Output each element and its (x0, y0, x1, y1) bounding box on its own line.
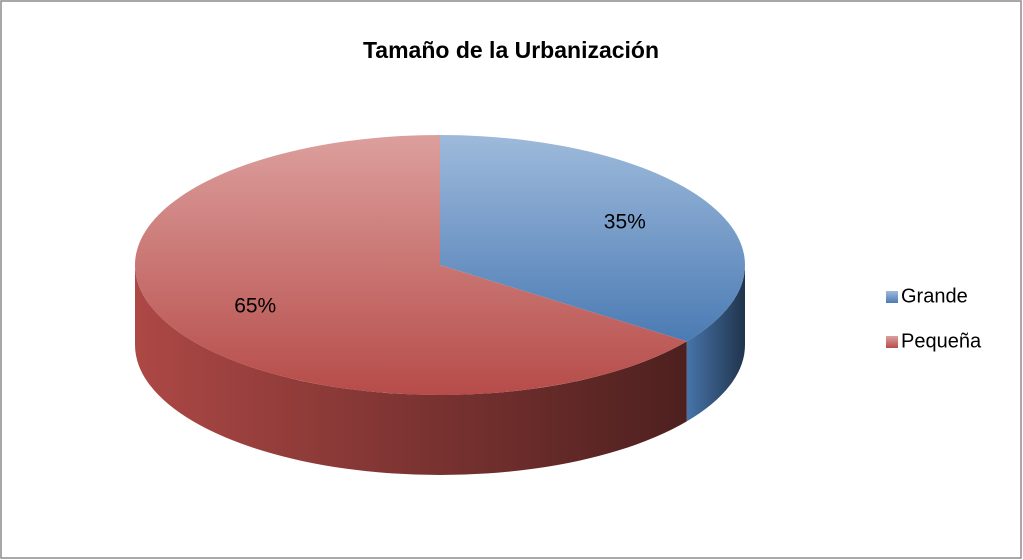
data-label: 35% (604, 211, 646, 234)
legend-label: Pequeña (901, 330, 982, 352)
data-label: 65% (234, 294, 276, 317)
legend-swatch (886, 336, 898, 348)
legend-swatch (886, 291, 898, 303)
legend-label: Grande (901, 285, 968, 307)
chart-title: Tamaño de la Urbanización (363, 37, 659, 63)
slice-side (134, 265, 687, 475)
slice (134, 135, 687, 396)
slice (440, 135, 745, 342)
slice-side (686, 265, 745, 422)
